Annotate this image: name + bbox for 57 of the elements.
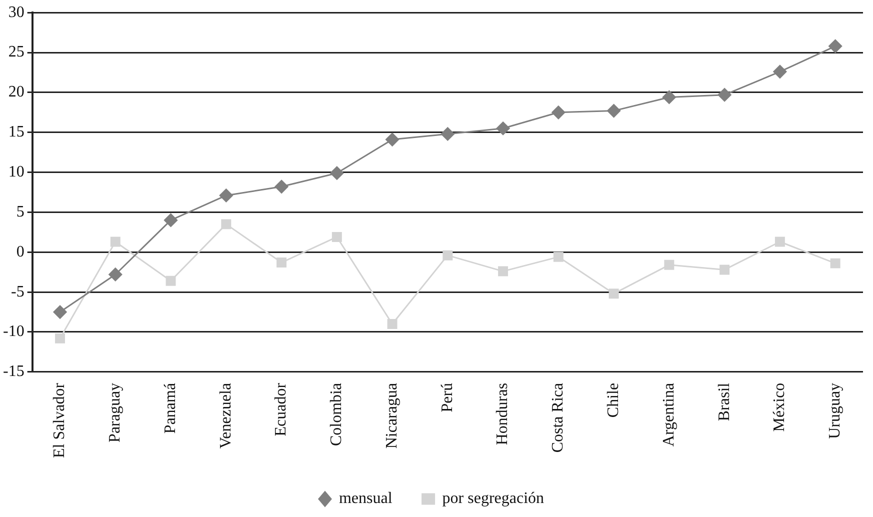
point	[274, 180, 288, 194]
y-tick-label: -15	[3, 363, 24, 380]
y-tick-label: 0	[16, 243, 24, 260]
point	[276, 258, 287, 268]
point	[332, 232, 342, 242]
point	[720, 264, 730, 275]
point	[498, 266, 508, 276]
y-tick-label: -5	[11, 283, 24, 300]
point	[662, 90, 676, 104]
point	[774, 236, 785, 247]
point	[664, 260, 674, 270]
x-tick-label: El Salvador	[51, 382, 68, 458]
x-tick-label: Nicaragua	[383, 382, 400, 449]
point	[221, 219, 232, 230]
x-tick-label: Brasil	[716, 382, 733, 422]
point	[55, 333, 66, 344]
x-tick-label: Colombia	[328, 382, 346, 446]
y-tick-label: 5	[16, 203, 24, 220]
point	[830, 258, 840, 268]
y-tick-label: -10	[3, 323, 24, 340]
point	[718, 88, 732, 102]
x-tick-label: Argentina	[660, 382, 678, 447]
y-tick-label: 30	[8, 4, 24, 21]
x-tick-label: Venezuela	[217, 382, 234, 449]
x-tick-label: Costa Rica	[550, 382, 567, 453]
x-tick-label: Perú	[438, 382, 456, 412]
point	[608, 288, 619, 299]
x-tick-label: Ecuador	[272, 382, 290, 436]
point	[496, 122, 510, 136]
point	[440, 127, 454, 141]
point	[828, 39, 842, 53]
legend-label: por segregación	[442, 490, 544, 508]
point	[387, 319, 398, 329]
y-tick-label: 25	[8, 44, 24, 61]
point	[330, 166, 344, 180]
x-tick-label: Uruguay	[826, 382, 844, 439]
x-tick-label: Chile	[605, 382, 622, 418]
x-tick-label: Honduras	[494, 382, 512, 446]
point	[164, 213, 178, 227]
x-tick-label: Paraguay	[106, 382, 124, 442]
point	[552, 106, 566, 120]
point	[553, 252, 564, 262]
point	[53, 305, 67, 319]
point	[607, 104, 621, 118]
x-tick-label: Panamá	[162, 382, 179, 434]
point	[108, 268, 122, 282]
point	[166, 276, 176, 286]
point	[219, 188, 233, 202]
point	[773, 64, 787, 78]
y-tick-label: 15	[8, 124, 24, 141]
y-tick-label: 10	[8, 163, 24, 180]
legend-label: mensual	[338, 490, 393, 508]
point	[110, 236, 120, 247]
x-tick-label: México	[771, 382, 788, 432]
point	[386, 132, 400, 146]
point	[442, 250, 453, 260]
y-tick-label: 20	[8, 84, 24, 101]
